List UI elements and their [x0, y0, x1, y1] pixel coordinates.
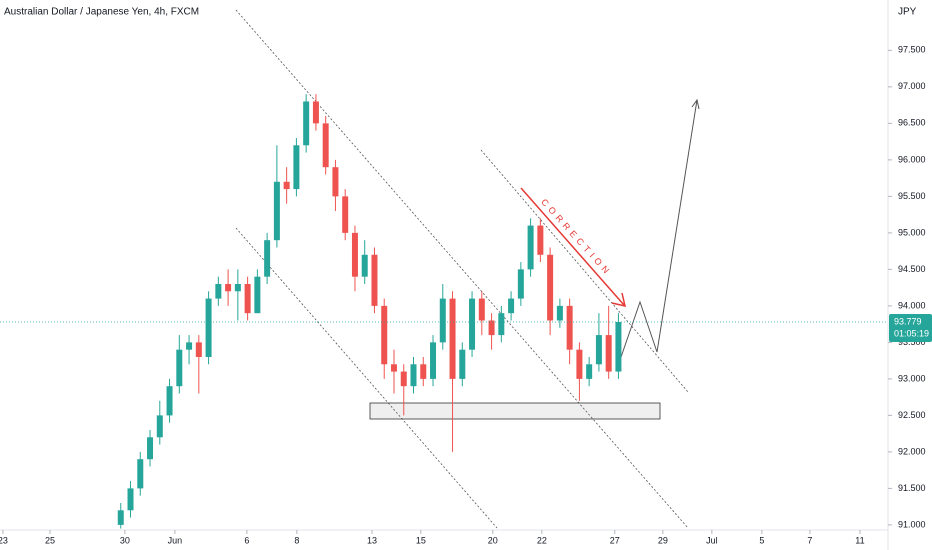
candle-body [537, 225, 544, 255]
y-tick-label: 96.000 [898, 154, 926, 164]
y-tick-label: 93.000 [898, 373, 926, 383]
support-zone [369, 402, 661, 420]
y-tick-label: 92.500 [898, 410, 926, 420]
x-tick-label: 27 [610, 535, 620, 545]
candle-body [215, 283, 222, 299]
last-price-box [889, 314, 932, 343]
candle-body [469, 298, 476, 350]
candle-body [439, 298, 446, 343]
candle-body [283, 181, 290, 190]
candle-body [556, 305, 563, 321]
candle-body [430, 342, 437, 379]
candle-body [312, 101, 319, 124]
candle-body [517, 269, 524, 299]
y-tick-label: 95.500 [898, 191, 926, 201]
candle-body [361, 254, 368, 277]
candle-body [390, 364, 397, 372]
y-tick-label: 92.000 [898, 446, 926, 456]
x-tick-label: Jun [168, 535, 183, 545]
y-tick-label: 95.000 [898, 227, 926, 237]
candle-body [527, 225, 534, 270]
candle-body [576, 349, 583, 379]
candle-body [322, 123, 329, 168]
candle-body [381, 305, 388, 365]
x-tick-label: 25 [45, 535, 55, 545]
candle-body [459, 349, 466, 379]
candle-body [595, 335, 602, 365]
x-tick-label: 13 [367, 535, 377, 545]
x-tick-label: Jul [706, 535, 718, 545]
x-tick-label: 8 [294, 535, 299, 545]
candle-body [508, 298, 515, 314]
currency-label: JPY [898, 7, 917, 18]
x-tick-label: 30 [120, 535, 130, 545]
candle-body [205, 298, 212, 357]
y-tick-label: 97.000 [898, 81, 926, 91]
y-tick-label: 91.500 [898, 483, 926, 493]
candle-body [176, 349, 183, 387]
candle-body [351, 232, 358, 277]
candle-body [293, 145, 300, 190]
y-tick-label: 97.500 [898, 45, 926, 55]
candle-body [117, 510, 124, 525]
y-tick-label: 94.500 [898, 264, 926, 274]
x-tick-label: 20 [488, 535, 498, 545]
candle-body [449, 298, 456, 379]
last-price-label: 93.779 [894, 316, 922, 326]
candle-body [488, 320, 495, 336]
candle-body [605, 335, 612, 372]
candle-body [254, 276, 261, 314]
candle-body [615, 321, 622, 372]
arrow-head [691, 98, 700, 110]
candle-body [332, 167, 339, 197]
candle-body [186, 342, 193, 350]
candle-body [400, 371, 407, 387]
candle-body [478, 298, 485, 321]
channel-line [235, 9, 689, 529]
candle-body [264, 240, 271, 277]
y-tick-label: 96.500 [898, 118, 926, 128]
candle-body [166, 386, 173, 416]
x-tick-label: 15 [416, 535, 426, 545]
candle-body [303, 101, 310, 146]
x-tick-label: 11 [855, 535, 864, 545]
candle-body [137, 459, 144, 489]
candle-body [410, 364, 417, 387]
candle-body [371, 254, 378, 306]
correction-arrow [520, 187, 625, 306]
x-tick-label: 5 [759, 535, 764, 545]
projection-path [619, 99, 698, 361]
candle-body [234, 283, 241, 292]
x-tick-label: 29 [658, 535, 668, 545]
candle-body [273, 181, 280, 241]
candle-body [586, 364, 593, 379]
candle-body [147, 437, 154, 460]
x-tick-label: 22 [537, 535, 547, 545]
channel-line [480, 149, 689, 393]
y-tick-label: 91.000 [898, 519, 926, 529]
candle-body [566, 305, 573, 350]
x-tick-label: 6 [244, 535, 249, 545]
candle-body [342, 196, 349, 233]
candle-body [498, 313, 505, 336]
arrow-head [611, 292, 627, 308]
candle-body [225, 283, 232, 292]
candle-body [547, 254, 554, 321]
candle-body [420, 364, 427, 379]
y-tick-label: 94.000 [898, 300, 926, 310]
candle-body [156, 415, 163, 438]
x-tick-label: 7 [807, 535, 812, 545]
candle-body [127, 488, 134, 511]
countdown-label: 01:05:19 [894, 328, 929, 338]
candle-body [195, 342, 202, 357]
candle-body [244, 283, 251, 314]
chart-title: Australian Dollar / Japanese Yen, 4h, FX… [4, 7, 199, 18]
x-tick-label: 23 [0, 535, 8, 545]
